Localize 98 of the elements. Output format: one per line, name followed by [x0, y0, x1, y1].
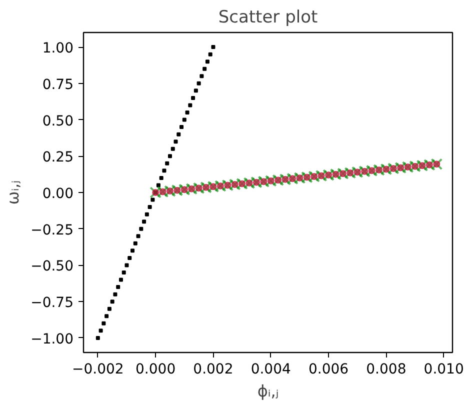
x-tick-label: 0.010	[424, 362, 464, 378]
point	[156, 183, 160, 188]
point	[267, 177, 274, 184]
point	[174, 140, 178, 144]
point	[162, 168, 166, 173]
point	[205, 60, 210, 64]
point	[128, 256, 132, 260]
point	[202, 66, 207, 71]
point	[176, 132, 181, 136]
x-tick-label: 0.008	[366, 362, 406, 378]
point	[282, 176, 289, 183]
y-tick-label: −0.50	[30, 258, 74, 275]
point	[139, 226, 144, 231]
point	[130, 248, 135, 253]
point	[354, 168, 361, 176]
point	[165, 161, 170, 166]
point	[274, 176, 282, 184]
point	[122, 270, 126, 274]
point	[195, 184, 202, 192]
y-tick-label: 0.50	[42, 113, 74, 130]
point	[113, 292, 118, 296]
y-axis-title: ωᵢ,ⱼ	[4, 180, 23, 205]
point	[361, 168, 368, 175]
point	[188, 103, 192, 108]
point	[418, 162, 426, 170]
point	[426, 161, 433, 168]
point	[375, 166, 382, 174]
point	[180, 125, 184, 130]
point	[182, 118, 186, 122]
point	[210, 183, 217, 190]
point	[194, 88, 198, 93]
point	[390, 165, 397, 172]
point	[133, 241, 138, 246]
point	[196, 81, 201, 86]
point	[325, 172, 332, 179]
y-tick-label: 0.25	[42, 150, 74, 166]
y-tick-label: −0.25	[30, 222, 74, 238]
point	[211, 45, 216, 50]
x-tick-label: 0.004	[250, 362, 292, 378]
y-tick-label: 0.00	[42, 186, 74, 202]
point	[208, 52, 212, 56]
y-tick-label: 1.00	[42, 40, 74, 57]
point	[118, 278, 123, 282]
point	[252, 178, 260, 186]
point	[224, 182, 232, 189]
point	[107, 306, 112, 311]
point	[332, 170, 340, 178]
point	[185, 110, 190, 114]
point	[170, 146, 175, 151]
point	[102, 321, 106, 326]
point	[368, 167, 376, 174]
x-axis-title: ϕᵢ,ⱼ	[257, 382, 279, 400]
point	[144, 212, 149, 216]
point	[397, 164, 404, 172]
point	[216, 182, 224, 190]
point	[433, 160, 440, 168]
x-tick-label: 0.000	[136, 362, 176, 378]
x-tick-label: 0.006	[308, 362, 349, 378]
point	[231, 181, 238, 188]
point	[200, 74, 204, 78]
point	[148, 205, 152, 210]
x-tick-label: −0.002	[72, 362, 124, 378]
point	[188, 185, 196, 192]
y-tick-label: −1.00	[30, 331, 74, 348]
point	[289, 175, 296, 182]
point	[96, 336, 100, 340]
point	[98, 328, 103, 333]
point	[202, 184, 210, 191]
point	[174, 186, 181, 194]
point	[159, 188, 166, 196]
point	[150, 198, 155, 202]
point	[246, 180, 253, 187]
y-tick-label: −0.75	[30, 295, 74, 312]
point	[104, 314, 109, 318]
point	[159, 176, 164, 180]
point	[339, 170, 346, 178]
point	[310, 173, 318, 180]
point	[346, 169, 354, 176]
point	[412, 162, 419, 170]
point	[180, 186, 188, 194]
point	[382, 166, 390, 173]
point	[260, 178, 268, 186]
y-tick-label: 0.75	[42, 76, 74, 93]
point	[124, 263, 129, 268]
point	[168, 154, 172, 158]
point	[318, 172, 325, 180]
chart-title: Scatter plot	[218, 8, 318, 28]
point	[238, 180, 246, 188]
point	[296, 174, 304, 182]
point	[404, 164, 412, 171]
point	[166, 188, 174, 195]
point	[110, 300, 114, 304]
point	[116, 285, 120, 290]
point	[303, 174, 310, 181]
point	[191, 96, 196, 100]
point	[136, 234, 140, 238]
x-tick-label: 0.002	[193, 362, 234, 378]
point	[142, 220, 146, 224]
